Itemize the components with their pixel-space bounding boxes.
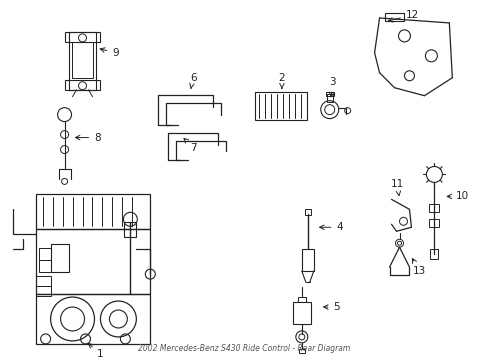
Bar [304,209,310,215]
Text: 2: 2 [278,73,285,89]
Text: 4: 4 [319,222,342,232]
Bar [298,349,304,353]
Bar [39,248,51,260]
Bar [68,32,96,90]
Bar [301,249,313,271]
Bar [71,42,93,78]
Bar [64,80,100,90]
Text: 11: 11 [390,179,403,195]
Bar [36,294,150,344]
Bar [64,32,100,42]
Text: 13: 13 [411,258,425,276]
Bar [36,229,150,294]
Text: 3: 3 [329,77,335,97]
Text: 7: 7 [183,138,196,153]
Text: 6: 6 [189,73,196,88]
Text: 10: 10 [447,192,468,201]
Bar [297,297,305,302]
Bar [39,260,51,272]
Bar [36,276,51,286]
Text: 1: 1 [88,343,103,359]
Bar [254,92,306,120]
Bar [51,244,68,272]
Bar [124,222,136,237]
Text: 12: 12 [387,10,418,22]
Bar [384,13,404,21]
Bar [428,219,439,227]
Text: 8: 8 [75,132,101,143]
Bar [36,194,150,229]
Bar [325,92,333,96]
Text: 5: 5 [323,302,339,312]
Bar [428,204,439,212]
Text: 2002 Mercedes-Benz S430 Ride Control - Rear Diagram: 2002 Mercedes-Benz S430 Ride Control - R… [138,344,349,353]
Bar [292,302,310,324]
Text: 9: 9 [100,48,119,58]
Bar [429,249,437,259]
Bar [326,94,332,102]
Bar [36,286,51,296]
